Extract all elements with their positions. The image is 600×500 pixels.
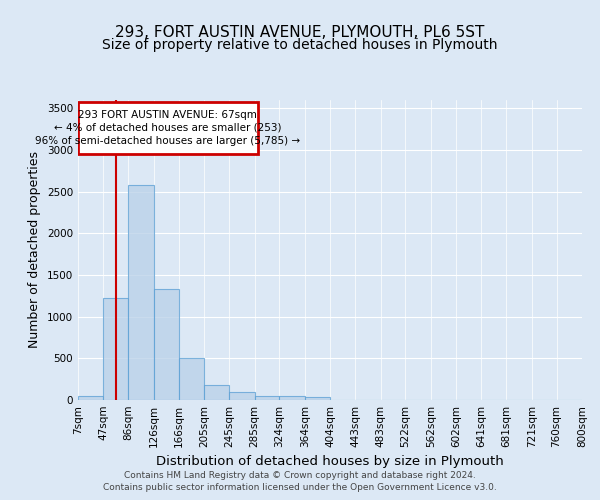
Text: Contains HM Land Registry data © Crown copyright and database right 2024.: Contains HM Land Registry data © Crown c… [124,472,476,480]
Bar [78,396,103,400]
Text: Contains public sector information licensed under the Open Government Licence v3: Contains public sector information licen… [103,483,497,492]
Y-axis label: Number of detached properties: Number of detached properties [28,152,41,348]
Bar [179,358,204,400]
Text: 293 FORT AUSTIN AVENUE: 67sqm: 293 FORT AUSTIN AVENUE: 67sqm [79,110,257,120]
Bar [128,185,154,400]
Text: Size of property relative to detached houses in Plymouth: Size of property relative to detached ho… [102,38,498,52]
Text: ← 4% of detached houses are smaller (253): ← 4% of detached houses are smaller (253… [54,123,281,133]
Text: 293, FORT AUSTIN AVENUE, PLYMOUTH, PL6 5ST: 293, FORT AUSTIN AVENUE, PLYMOUTH, PL6 5… [115,25,485,40]
Bar [254,396,280,400]
X-axis label: Distribution of detached houses by size in Plymouth: Distribution of detached houses by size … [156,456,504,468]
Bar [305,397,331,400]
Bar [154,289,179,400]
Bar [280,396,305,400]
Bar [103,298,128,400]
Bar [229,392,254,400]
Bar [204,384,229,400]
FancyBboxPatch shape [78,102,258,154]
Text: 96% of semi-detached houses are larger (5,785) →: 96% of semi-detached houses are larger (… [35,136,301,146]
